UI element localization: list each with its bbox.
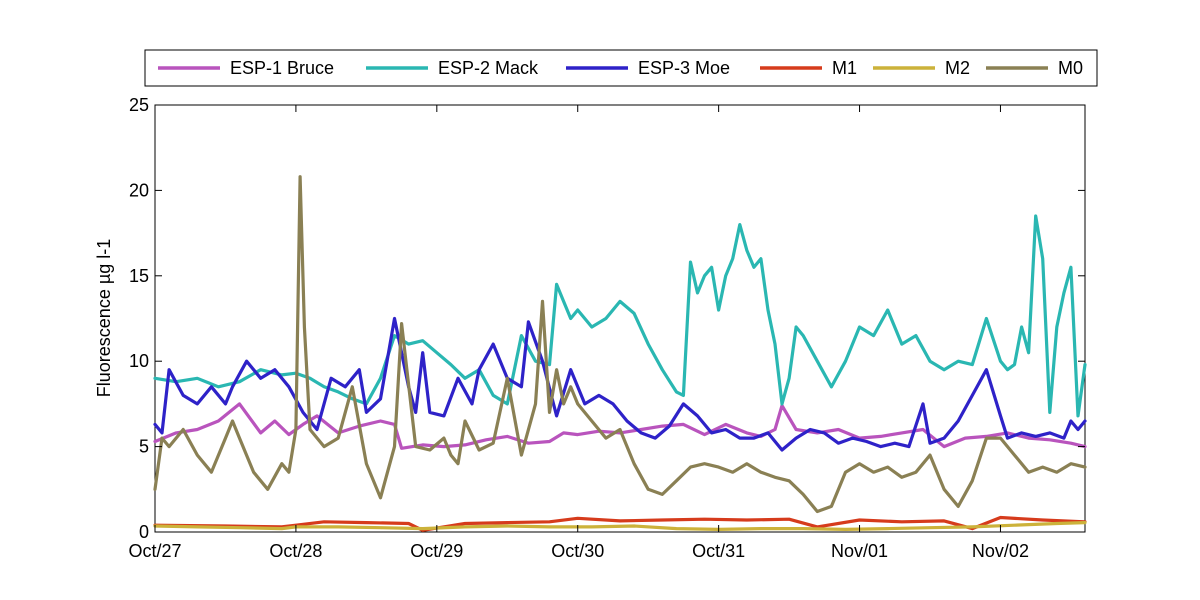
y-tick-label: 5 xyxy=(139,437,149,457)
legend-label: ESP-1 Bruce xyxy=(230,58,334,78)
y-tick-label: 10 xyxy=(129,351,149,371)
legend-label: ESP-3 Moe xyxy=(638,58,730,78)
legend-label: M2 xyxy=(945,58,970,78)
plot-frame xyxy=(154,104,1086,533)
x-tick-label: Oct/31 xyxy=(692,541,745,561)
series-line-m0 xyxy=(153,175,1087,514)
series-line-esp-3-moe xyxy=(153,316,1087,452)
x-axis-ticks: Oct/27 Oct/28 Oct/29 Oct/30 Oct/31 Nov/01 Nov/… xyxy=(128,105,1029,561)
x-tick-label: Nov/02 xyxy=(972,541,1029,561)
series-line-m2 xyxy=(153,520,1087,532)
y-tick-label: 15 xyxy=(129,266,149,286)
legend-label: M1 xyxy=(832,58,857,78)
x-tick-label: Nov/01 xyxy=(831,541,888,561)
legend-label: M0 xyxy=(1058,58,1083,78)
y-axis-label: Fluorescence µg l-1 xyxy=(94,239,114,397)
y-tick-label: 0 xyxy=(139,522,149,542)
series-line-esp-1-bruce xyxy=(153,402,1087,450)
series-group xyxy=(153,175,1087,532)
legend: ESP-1 Bruce ESP-2 Mack ESP-3 Moe M1 M2 M0 xyxy=(144,49,1098,87)
plot-area: 0 5 10 15 20 25 Oct/27 Oct/28 Oct/29 Oct/30 Oct/3… xyxy=(128,95,1087,561)
x-tick-label: Oct/27 xyxy=(128,541,181,561)
y-axis-ticks: 0 5 10 15 20 25 xyxy=(129,95,1085,542)
y-tick-label: 20 xyxy=(129,180,149,200)
legend-items: ESP-1 Bruce ESP-2 Mack ESP-3 Moe M1 M2 M0 xyxy=(158,58,1083,78)
x-tick-label: Oct/28 xyxy=(269,541,322,561)
legend-label: ESP-2 Mack xyxy=(438,58,539,78)
series-line-m1 xyxy=(153,515,1087,532)
y-tick-label: 25 xyxy=(129,95,149,115)
x-tick-label: Oct/30 xyxy=(551,541,604,561)
x-tick-label: Oct/29 xyxy=(410,541,463,561)
